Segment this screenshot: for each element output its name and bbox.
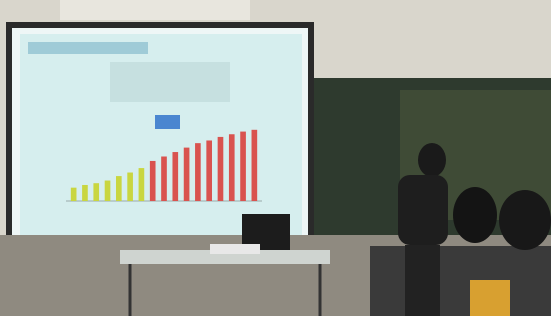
bar: [161, 157, 167, 202]
bar: [139, 168, 145, 201]
bar: [252, 130, 258, 201]
projector: [210, 244, 260, 254]
bar: [105, 181, 111, 201]
audience: [453, 187, 497, 243]
bar: [82, 185, 88, 201]
photo: [0, 0, 551, 316]
bar: [127, 173, 133, 201]
presenter-legs: [405, 245, 440, 316]
bar: [195, 143, 201, 201]
audience: [499, 190, 551, 250]
bar: [93, 183, 99, 201]
bar: [71, 188, 77, 201]
desk: [370, 246, 551, 316]
bar: [116, 176, 122, 201]
bar: [229, 134, 235, 201]
slide-title-blur: [28, 42, 148, 54]
banner: [60, 0, 250, 20]
presenter-body: [398, 175, 448, 245]
bag: [470, 280, 510, 316]
bar: [206, 140, 212, 201]
bar: [172, 152, 178, 201]
callout: [155, 115, 180, 129]
presenter-head: [418, 143, 446, 177]
bar: [240, 132, 246, 201]
slide-text-blur: [110, 62, 230, 102]
bar: [150, 161, 156, 201]
bar: [184, 148, 190, 201]
bar: [218, 137, 224, 201]
